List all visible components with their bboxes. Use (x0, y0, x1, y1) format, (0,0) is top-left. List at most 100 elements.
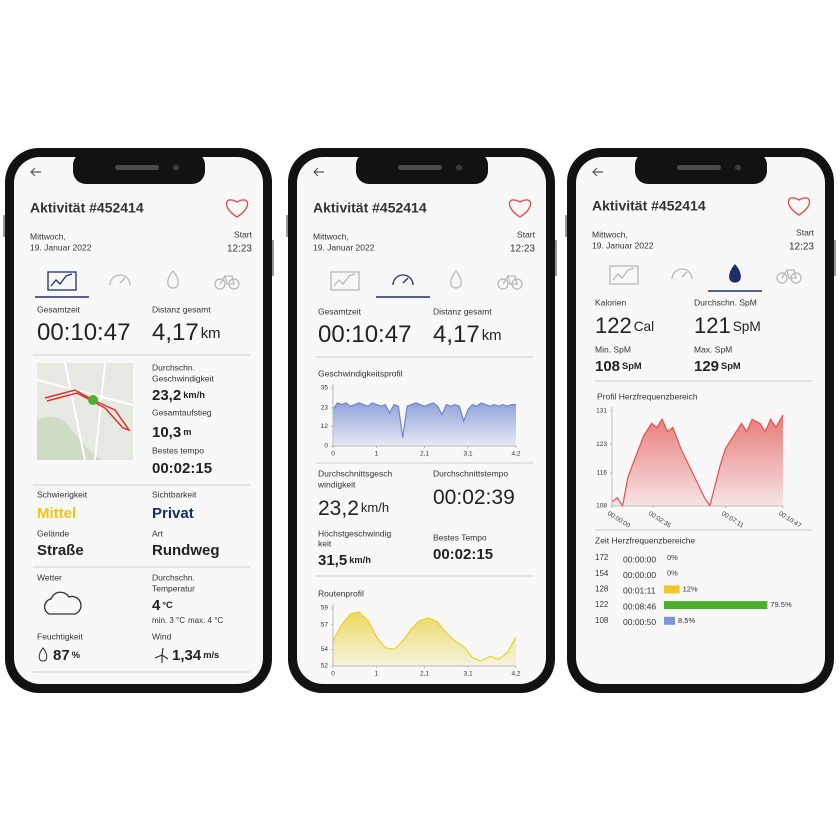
y-tick-label: 108 (596, 503, 607, 510)
zone-time: 00:00:00 (623, 554, 656, 564)
x-tick-label: 2,1 (420, 671, 429, 678)
start-label: Start (234, 229, 253, 239)
start-time: 12:23 (227, 244, 252, 255)
y-tick-label: 23 (321, 405, 329, 412)
value: 00:02:15 (433, 546, 493, 563)
zone-percent: 12% (683, 584, 698, 593)
stat-label: Bestes Tempo (433, 532, 487, 542)
tab-icon (330, 271, 360, 291)
tab[interactable] (330, 271, 360, 291)
line (332, 611, 517, 662)
tab-icon (333, 273, 356, 287)
stat-label: Durchschnittstempo (433, 468, 508, 478)
weather-cloud (43, 591, 82, 615)
stat-value: Straße (37, 542, 84, 559)
unit: SpM (721, 361, 741, 371)
camera (173, 164, 179, 171)
unit: km/h (183, 390, 205, 400)
value: 10,3 (152, 424, 181, 441)
unit: % (72, 650, 81, 660)
stat-label: Bestes tempo (152, 445, 204, 455)
tab[interactable] (671, 268, 693, 280)
value: 1,34 (172, 647, 202, 664)
stat-value: 00:10:47 (37, 319, 130, 346)
stat-label: Feuchtigkeit (37, 631, 83, 641)
zone-bar (664, 585, 680, 594)
favorite-heart[interactable] (787, 197, 811, 216)
tab[interactable] (214, 275, 240, 290)
x-tick-label: 4,2 (511, 451, 520, 458)
title: Aktivität #452414 (592, 198, 706, 214)
tab[interactable] (450, 270, 462, 289)
tab[interactable] (109, 274, 131, 286)
chart-title: Profil Herzfrequenzbereich (597, 391, 698, 401)
stat-value: 00:02:15 (152, 460, 212, 477)
tab[interactable] (392, 274, 414, 286)
stat-label: keit (318, 538, 332, 548)
y-tick-label: 52 (321, 663, 329, 670)
tab-icon (402, 277, 409, 284)
x-tick-label: 3,1 (464, 671, 473, 678)
start-label: Start (796, 227, 815, 237)
date: Mittwoch, (313, 231, 349, 241)
tab-icon (167, 270, 179, 289)
tab-icon (50, 273, 73, 287)
stat-value: 23,2 km/h (152, 387, 205, 404)
zone-percent: 8.5% (678, 616, 695, 625)
stat-label: Max. SpM (694, 344, 732, 354)
stat-label: Kalorien (595, 297, 626, 307)
value: 00:10:47 (318, 321, 411, 348)
stat-value: 00:10:47 (318, 321, 411, 348)
back-arrow[interactable] (592, 167, 603, 177)
tab-icon (776, 272, 788, 284)
stat-label: Distanz gesamt (152, 304, 211, 314)
tab[interactable] (167, 270, 179, 289)
stat-label: Gesamtzeit (318, 306, 362, 316)
tab-icon (109, 274, 131, 286)
stat-label: Distanz gesamt (433, 306, 492, 316)
zone: 154 (595, 569, 609, 578)
value: 4,17 (152, 319, 199, 346)
y-tick-label: 123 (596, 441, 607, 448)
zone-time: 00:00:50 (623, 617, 656, 627)
map-road (36, 362, 134, 461)
tab[interactable] (47, 271, 77, 291)
zone-time: 00:01:11 (623, 586, 656, 596)
tab[interactable] (609, 265, 639, 285)
stat-label: Durchschn. SpM (694, 297, 757, 307)
value: 23,2 (318, 497, 359, 520)
tab[interactable] (497, 275, 523, 290)
zone-time: 00:08:46 (623, 601, 656, 611)
stat-label: Gesamtaufstieg (152, 407, 212, 417)
chart-title: Geschwindigkeitsprofil (318, 368, 403, 378)
unit: °C (162, 600, 173, 610)
stat-label: Durchschn. (152, 572, 195, 582)
area (333, 612, 516, 666)
map-green (37, 416, 102, 460)
value: Straße (37, 542, 84, 559)
stat-label: Temperatur (152, 583, 195, 593)
tab[interactable] (729, 264, 741, 283)
favorite-heart[interactable] (225, 199, 249, 218)
phone-screen (576, 157, 825, 684)
unit: SpM (733, 319, 761, 334)
start-label: Start (517, 229, 536, 239)
tab-icon (119, 277, 126, 284)
value: 121 (694, 313, 731, 338)
value: 108 (595, 358, 620, 375)
stat-label: Gelände (37, 528, 69, 538)
tab[interactable] (776, 269, 802, 284)
line (611, 414, 784, 508)
wind-icon (154, 647, 169, 663)
back-arrow[interactable] (313, 167, 324, 177)
back-arrow[interactable] (30, 167, 41, 177)
x-tick-label: 1 (375, 671, 379, 678)
x-tick-label: 4,2 (511, 671, 520, 678)
unit: Cal (634, 319, 654, 334)
stat-value: 10,3 m (152, 424, 191, 441)
stat-extra: min. 3 °C (152, 616, 185, 625)
tab-icon (609, 265, 639, 285)
camera (735, 164, 741, 171)
favorite-heart[interactable] (508, 199, 532, 218)
